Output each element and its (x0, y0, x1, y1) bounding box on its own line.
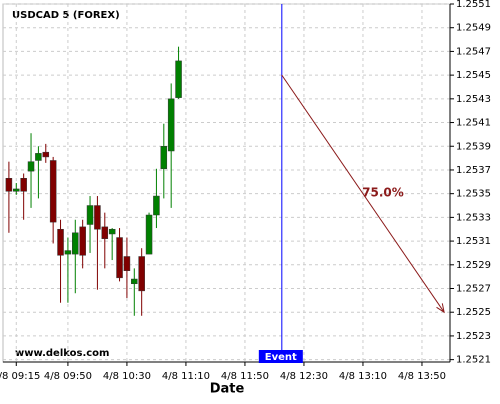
y-tick-label: 1.2533 (456, 212, 491, 223)
y-tick-label: 1.2521 (456, 355, 491, 366)
plot-frame (2, 3, 451, 363)
x-tick-label: 4/8 11:50 (221, 371, 269, 382)
candle-body (35, 153, 42, 161)
chart-title: USDCAD 5 (FOREX) (12, 10, 120, 21)
candle-body (101, 226, 109, 239)
candle-body (42, 151, 50, 158)
candle-body (160, 146, 168, 170)
candle-body (27, 161, 35, 172)
arrow-head (436, 303, 445, 314)
candle-body (20, 178, 27, 192)
y-tick-label: 1.2529 (456, 260, 491, 271)
y-tick-label: 1.2531 (456, 236, 491, 247)
candle-body (86, 205, 94, 225)
event-label-box (258, 350, 303, 363)
candle-body (175, 60, 182, 98)
y-tick-label: 1.2547 (456, 46, 491, 57)
y-tick-label: 1.2549 (456, 23, 491, 34)
y-tick-label: 1.2535 (456, 189, 491, 200)
y-tick-label: 1.2537 (456, 165, 491, 176)
y-tick-label: 1.2539 (456, 141, 491, 152)
candle-body (5, 178, 13, 192)
candle-body (57, 228, 64, 256)
candle-body (167, 98, 175, 152)
y-tick-label: 1.2525 (456, 307, 491, 318)
candle-body (79, 226, 86, 256)
event-label: Event (265, 352, 297, 363)
candle-body (13, 188, 20, 192)
y-tick-label: 1.2523 (456, 331, 491, 342)
x-tick-label: 4/8 11:10 (162, 371, 210, 382)
x-tick-label: 4/8 13:10 (339, 371, 387, 382)
y-tick-label: 1.2527 (456, 284, 491, 295)
y-tick-label: 1.2541 (456, 118, 491, 129)
candle-body (64, 250, 72, 255)
candle-body (49, 160, 57, 223)
x-tick-label: 4/8 12:30 (280, 371, 328, 382)
x-tick-label: 4/8 09:15 (0, 371, 40, 382)
watermark: www.delkos.com (15, 348, 109, 359)
candle-body (131, 278, 138, 285)
x-tick-label: 4/8 10:30 (103, 371, 151, 382)
candle-body (153, 195, 160, 216)
y-tick-label: 1.2545 (456, 70, 491, 81)
x-tick-label: 4/8 09:50 (44, 371, 92, 382)
candle-body (108, 228, 116, 235)
candle-body (123, 256, 131, 271)
candle-body (94, 205, 101, 230)
candle-body (138, 256, 145, 292)
y-tick-label: 1.2543 (456, 94, 491, 105)
y-tick-label: 1.2551 (456, 0, 491, 10)
x-tick-label: 4/8 13:50 (398, 371, 446, 382)
candle-body (116, 237, 123, 279)
candle-body (72, 232, 79, 255)
forecast-label: 75.0% (362, 186, 404, 200)
x-axis-label: Date (210, 382, 245, 397)
forecast-arrow (281, 74, 445, 313)
candle-body (145, 214, 153, 255)
